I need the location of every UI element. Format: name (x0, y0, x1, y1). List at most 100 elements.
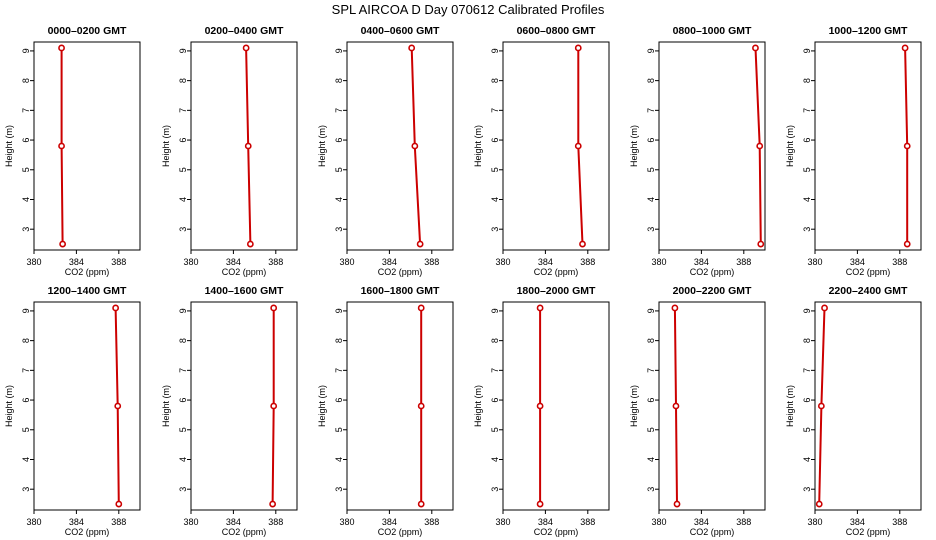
y-tick-label: 9 (490, 308, 500, 313)
y-tick-label: 9 (334, 308, 344, 313)
profile-point (269, 500, 277, 508)
y-tick-label: 3 (334, 227, 344, 232)
profile-point (417, 402, 425, 410)
x-tick-label: 384 (694, 257, 709, 267)
profile-panel: 0400–0600 GMT 380 384 388 3 4 5 6 7 8 9 CO2 (ppm) He… (317, 25, 454, 277)
plot-frame (814, 41, 922, 251)
x-axis-label: CO2 (ppm) (378, 267, 423, 277)
y-tick-label: 4 (646, 457, 656, 462)
profile-panel: 0600–0800 GMT 380 384 388 3 4 5 6 7 8 9 CO2 (ppm) He… (473, 25, 610, 277)
profile-point (752, 44, 759, 52)
y-tick-label: 9 (646, 308, 656, 313)
profile-point (817, 402, 825, 410)
y-tick-label: 8 (178, 338, 188, 343)
y-axis-label: Height (m) (629, 125, 639, 167)
y-tick-label: 3 (646, 227, 656, 232)
x-tick-label: 380 (26, 517, 41, 527)
profile-panel: 2000–2200 GMT 380 384 388 3 4 5 6 7 8 9 CO2 (ppm) He… (629, 285, 766, 537)
y-axis-label: Height (m) (161, 125, 171, 167)
y-tick-label: 3 (21, 487, 31, 492)
y-tick-label: 6 (21, 138, 31, 143)
x-tick-label: 384 (382, 257, 397, 267)
y-axis-label: Height (m) (4, 385, 14, 427)
y-tick-label: 7 (178, 108, 188, 113)
y-tick-label: 6 (646, 138, 656, 143)
y-tick-label: 4 (490, 197, 500, 202)
x-axis-label: CO2 (ppm) (222, 267, 267, 277)
y-tick-label: 6 (334, 138, 344, 143)
y-tick-label: 7 (334, 368, 344, 373)
y-tick-label: 3 (646, 487, 656, 492)
y-tick-label: 3 (21, 227, 31, 232)
y-tick-label: 8 (646, 78, 656, 83)
profile-point (59, 240, 67, 248)
y-tick-label: 6 (646, 398, 656, 403)
y-tick-label: 6 (490, 138, 500, 143)
y-tick-label: 4 (802, 457, 812, 462)
y-tick-label: 8 (21, 338, 31, 343)
x-axis-label: CO2 (ppm) (534, 267, 579, 277)
y-tick-label: 7 (802, 368, 812, 373)
x-axis-label: CO2 (ppm) (846, 527, 891, 537)
y-tick-label: 7 (646, 108, 656, 113)
y-tick-label: 7 (490, 108, 500, 113)
profile-point (574, 142, 582, 150)
y-tick-label: 5 (178, 167, 188, 172)
y-tick-label: 3 (334, 487, 344, 492)
x-tick-label: 380 (339, 517, 354, 527)
y-tick-label: 8 (802, 78, 812, 83)
y-tick-label: 7 (21, 108, 31, 113)
x-axis-label: CO2 (ppm) (65, 527, 110, 537)
y-tick-label: 5 (178, 427, 188, 432)
x-tick-label: 388 (111, 257, 126, 267)
plot-frame (502, 41, 610, 251)
panel-title: 1000–1200 GMT (829, 25, 908, 37)
y-tick-label: 8 (178, 78, 188, 83)
y-tick-label: 9 (802, 308, 812, 313)
x-tick-label: 388 (892, 517, 907, 527)
profile-point (417, 500, 425, 508)
profile-panel: 0000–0200 GMT 380 384 388 3 4 5 6 7 8 9 CO2 (ppm) He… (4, 25, 141, 277)
y-tick-label: 3 (802, 227, 812, 232)
y-tick-label: 7 (334, 108, 344, 113)
x-axis-label: CO2 (ppm) (690, 267, 735, 277)
x-tick-label: 388 (580, 517, 595, 527)
profile-panel: 1800–2000 GMT 380 384 388 3 4 5 6 7 8 9 CO2 (ppm) He… (473, 285, 610, 537)
x-tick-label: 380 (651, 257, 666, 267)
profile-point (536, 500, 544, 508)
y-tick-label: 5 (646, 427, 656, 432)
y-tick-label: 8 (802, 338, 812, 343)
y-tick-label: 5 (802, 427, 812, 432)
y-tick-label: 4 (334, 197, 344, 202)
profile-point (536, 402, 544, 410)
x-tick-label: 380 (183, 517, 198, 527)
plot-frame (346, 41, 454, 251)
plot-frame (346, 301, 454, 511)
y-tick-label: 6 (178, 398, 188, 403)
profile-panel: 1200–1400 GMT 380 384 388 3 4 5 6 7 8 9 CO2 (ppm) He… (4, 285, 141, 537)
profile-point (673, 500, 681, 508)
y-tick-label: 4 (21, 457, 31, 462)
panel-title: 2200–2400 GMT (829, 285, 908, 297)
profile-point (58, 142, 65, 150)
y-axis-label: Height (m) (629, 385, 639, 427)
x-tick-label: 380 (183, 257, 198, 267)
profile-point (579, 240, 586, 248)
plot-frame (33, 301, 141, 511)
y-tick-label: 4 (490, 457, 500, 462)
y-axis-label: Height (m) (785, 385, 795, 427)
x-axis-label: CO2 (ppm) (65, 267, 110, 277)
y-tick-label: 6 (490, 398, 500, 403)
profile-point (244, 142, 252, 150)
panel-title: 0400–0600 GMT (361, 25, 440, 37)
y-tick-label: 5 (21, 427, 31, 432)
profile-point (408, 44, 416, 52)
y-tick-label: 8 (334, 78, 344, 83)
profile-point (903, 142, 911, 150)
y-tick-label: 9 (334, 48, 344, 53)
y-axis-label: Height (m) (317, 385, 327, 427)
y-tick-label: 8 (21, 78, 31, 83)
y-tick-label: 5 (802, 167, 812, 172)
x-axis-label: CO2 (ppm) (534, 527, 579, 537)
